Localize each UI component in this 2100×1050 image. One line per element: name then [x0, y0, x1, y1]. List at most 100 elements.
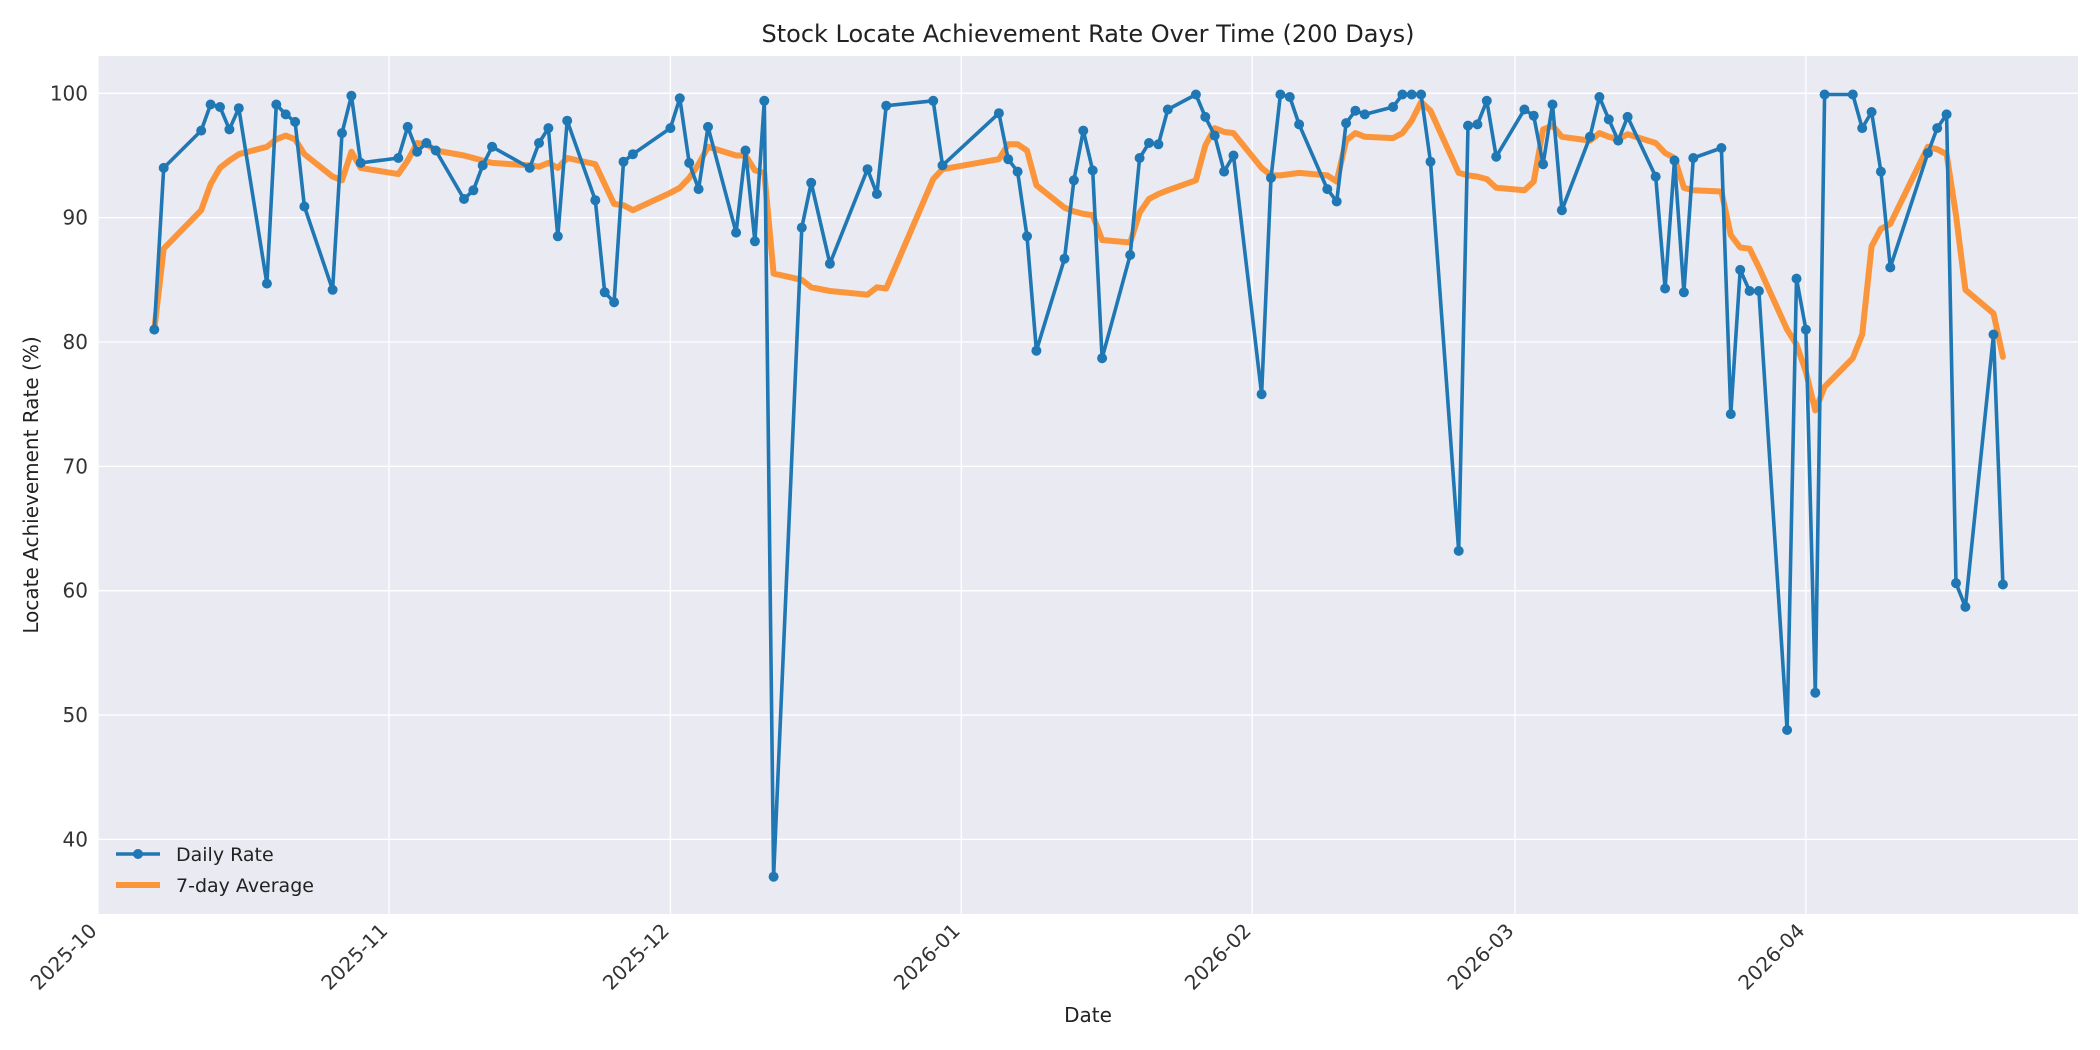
y-axis-label: Locate Achievement Rate (%): [19, 336, 43, 633]
daily-rate-point: [627, 149, 638, 160]
y-tick-label: 50: [63, 703, 88, 727]
daily-rate-point: [1875, 166, 1886, 177]
daily-rate-point: [1791, 273, 1802, 284]
daily-rate-point: [543, 123, 554, 134]
daily-rate-point: [290, 116, 301, 127]
daily-rate-point: [740, 145, 751, 156]
daily-rate-point: [524, 162, 535, 173]
daily-rate-point: [552, 231, 563, 242]
y-axis: 40 50 60 70 80 90 100: [50, 81, 88, 851]
daily-rate-point: [1932, 123, 1943, 134]
daily-rate-point: [468, 185, 479, 196]
daily-rate-point: [871, 189, 882, 199]
daily-rate-point: [196, 125, 207, 136]
daily-rate-point: [346, 90, 357, 101]
daily-rate-point: [1997, 579, 2008, 590]
daily-rate-point: [1941, 109, 1952, 120]
daily-rate-point: [280, 109, 291, 120]
daily-rate-point: [928, 95, 939, 106]
daily-rate-point: [1031, 345, 1042, 356]
daily-rate-point: [1819, 89, 1830, 100]
daily-rate-point: [824, 258, 835, 269]
daily-rate-point: [590, 195, 601, 206]
daily-rate-point: [768, 871, 779, 882]
daily-rate-point: [1190, 89, 1201, 100]
daily-rate-point: [1219, 166, 1230, 177]
daily-rate-point: [1922, 148, 1933, 158]
legend: Daily Rate 7-day Average: [116, 844, 314, 897]
daily-rate-point: [1341, 118, 1352, 129]
daily-rate-point: [1810, 687, 1821, 698]
daily-rate-point: [806, 177, 817, 188]
daily-rate-point: [412, 146, 423, 157]
daily-rate-point: [937, 160, 948, 171]
daily-rate-point: [1472, 119, 1483, 130]
daily-rate-point: [759, 95, 770, 106]
daily-rate-point: [1453, 545, 1464, 556]
daily-rate-point: [402, 121, 413, 132]
daily-rate-point: [693, 184, 704, 195]
daily-rate-point: [1068, 175, 1079, 186]
daily-rate-point: [1650, 171, 1661, 182]
daily-rate-point: [1425, 156, 1436, 167]
series-line-daily-rate: [152, 92, 2005, 879]
x-tick-label: 2025-11: [316, 919, 392, 995]
series-line-7-day-average: [151, 99, 2006, 414]
daily-rate-point: [1322, 184, 1333, 195]
daily-rate-point: [1519, 104, 1530, 115]
daily-rate-point: [1463, 120, 1473, 131]
daily-rate-point: [674, 93, 685, 104]
x-axis: 2025-10 2025-11 2025-12 2026-01 2026-02 2026-…: [25, 919, 1809, 995]
x-tick-label: 2025-12: [598, 919, 674, 995]
daily-rate-point: [421, 138, 432, 148]
daily-rate-point: [881, 100, 892, 111]
daily-rate-point: [1528, 110, 1539, 121]
daily-rate-point: [534, 138, 544, 148]
daily-rate-point: [1275, 89, 1286, 100]
daily-rate-point: [665, 123, 676, 134]
daily-rate-point: [1228, 150, 1239, 161]
daily-rate-point: [1585, 131, 1595, 142]
daily-rate-point: [1678, 287, 1689, 298]
x-tick-label: 2026-02: [1180, 919, 1256, 995]
daily-rate-point: [393, 153, 404, 163]
daily-rate-point: [1284, 92, 1295, 102]
daily-rate-point: [1688, 153, 1699, 163]
daily-rate-point: [1359, 109, 1370, 120]
daily-rate-point: [459, 194, 469, 204]
legend-label-7-day-average: 7-day Average: [176, 875, 314, 897]
y-tick-label: 70: [63, 454, 88, 478]
daily-rate-point: [1294, 119, 1305, 130]
x-tick-label: 2026-01: [889, 919, 965, 995]
daily-rate-point: [487, 141, 498, 152]
daily-rate-point: [1266, 172, 1276, 183]
daily-rate-point: [1012, 166, 1023, 177]
daily-rate-point: [1256, 389, 1267, 400]
daily-rate-point: [731, 227, 742, 238]
y-tick-label: 40: [63, 827, 88, 851]
y-tick-label: 80: [63, 330, 88, 354]
daily-rate-point: [1022, 231, 1032, 242]
daily-rate-point: [1556, 205, 1567, 216]
daily-rate-point: [1406, 89, 1417, 100]
daily-rate-point: [1538, 159, 1549, 170]
series-layer: [149, 89, 2008, 882]
daily-rate-point: [1162, 104, 1173, 115]
daily-rate-point: [1866, 107, 1877, 117]
daily-rate-point: [1594, 92, 1605, 102]
daily-rate-point: [1988, 329, 1999, 340]
daily-rate-point: [1209, 130, 1220, 141]
daily-rate-point: [1350, 105, 1361, 116]
daily-rate-point: [1847, 89, 1858, 100]
daily-rate-point: [1144, 138, 1154, 148]
plot-area: [98, 56, 2078, 914]
daily-rate-point: [1960, 601, 1971, 612]
daily-rate-point: [1388, 102, 1398, 112]
daily-rate-point: [749, 236, 760, 247]
daily-rate-point: [1782, 725, 1793, 735]
y-tick-label: 60: [63, 579, 88, 603]
daily-rate-point: [327, 284, 338, 295]
daily-rate-point: [599, 287, 610, 298]
daily-rate-point: [299, 201, 310, 212]
daily-rate-point: [1547, 99, 1558, 110]
